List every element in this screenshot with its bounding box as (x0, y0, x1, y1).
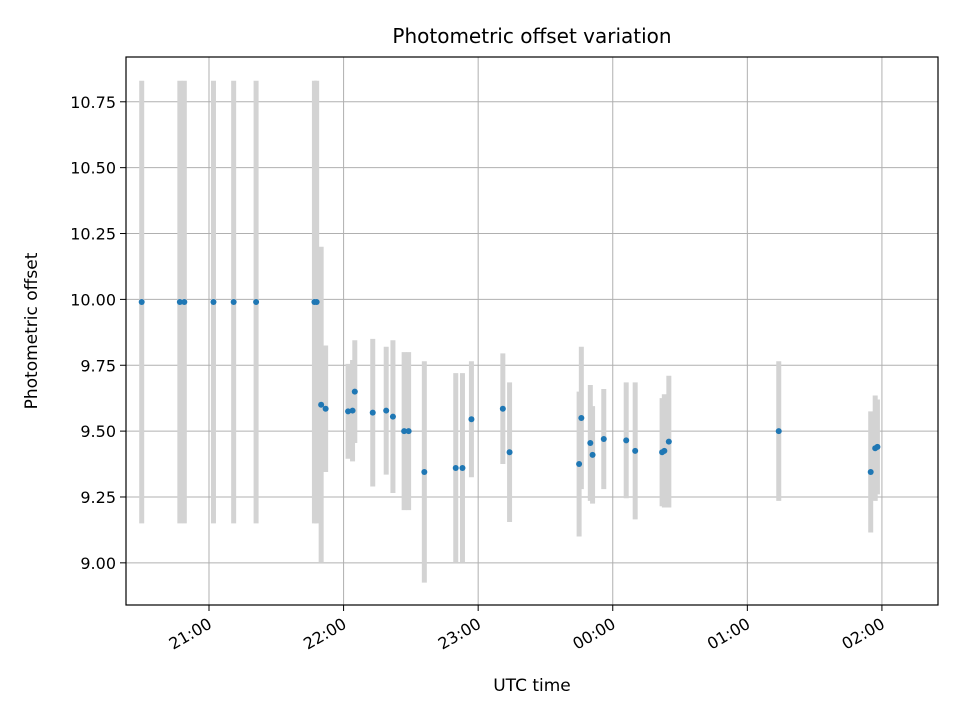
data-point (459, 465, 466, 471)
y-tick-label: 10.25 (70, 225, 116, 244)
data-point (661, 447, 668, 454)
data-point (318, 401, 325, 408)
data-point (313, 299, 320, 306)
data-point (421, 468, 428, 475)
data-points (138, 299, 881, 475)
data-point (632, 447, 639, 454)
data-point (600, 436, 607, 443)
data-point (369, 409, 376, 416)
data-point (499, 405, 506, 412)
y-axis: 9.00 9.25 9.50 9.75 10.00 10.25 10.50 10.75 (70, 93, 126, 573)
chart-title: Photometric offset variation (392, 24, 671, 48)
grid-lines (126, 57, 938, 605)
data-point (578, 414, 585, 421)
data-point (176, 299, 183, 306)
data-point (589, 451, 596, 458)
data-point (389, 413, 396, 420)
data-point (181, 299, 188, 306)
data-point (775, 428, 782, 435)
y-tick-label: 9.50 (80, 422, 116, 441)
data-point (349, 407, 356, 414)
x-axis-label: UTC time (493, 676, 571, 696)
data-point (506, 449, 513, 456)
y-tick-label: 9.25 (80, 488, 116, 507)
data-point (867, 468, 874, 475)
data-point (230, 299, 237, 306)
data-point (253, 299, 260, 306)
data-point (874, 443, 881, 450)
plot-frame (125, 56, 939, 606)
data-point (452, 465, 459, 471)
y-axis-label: Photometric offset (22, 252, 42, 409)
data-point (138, 299, 145, 306)
y-tick-label: 10.75 (70, 93, 116, 112)
data-point (401, 428, 408, 435)
data-point (351, 388, 358, 395)
y-tick-label: 10.00 (70, 290, 116, 309)
data-point (665, 438, 672, 445)
data-point (576, 461, 583, 468)
data-point (383, 407, 390, 414)
data-point (468, 416, 475, 423)
y-tick-label: 9.75 (80, 356, 116, 375)
data-point (210, 299, 217, 306)
y-tick-label: 9.00 (80, 554, 116, 573)
data-point (322, 405, 329, 412)
data-point (587, 439, 594, 446)
y-tick-label: 10.50 (70, 159, 116, 178)
data-point (623, 437, 630, 444)
data-point (345, 408, 352, 415)
data-point (405, 428, 412, 435)
